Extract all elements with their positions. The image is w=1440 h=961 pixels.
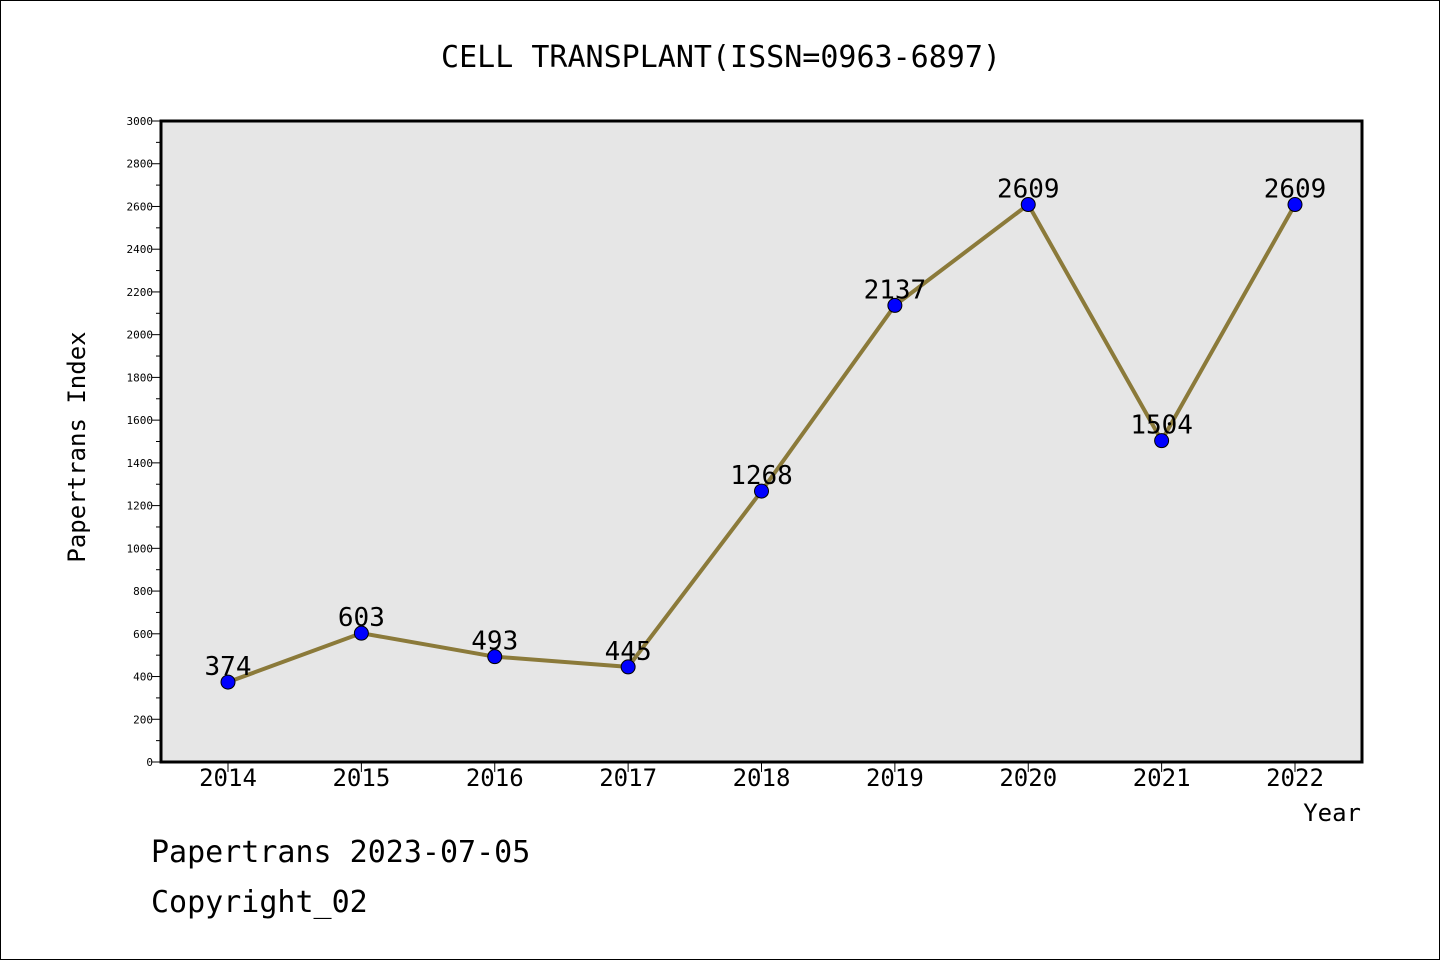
data-point	[1287, 197, 1303, 213]
y-axis-label: Papertrans Index	[63, 331, 91, 562]
data-point	[887, 297, 903, 313]
data-label: 2609	[1264, 175, 1327, 205]
data-point	[487, 649, 503, 665]
x-axis-label: Year	[1303, 799, 1361, 827]
data-label: 1268	[730, 461, 793, 491]
x-tick-label: 2014	[199, 764, 257, 792]
plot-area	[159, 119, 1364, 764]
x-tick-label: 2022	[1266, 764, 1324, 792]
data-label: 2137	[864, 275, 927, 305]
x-tick-label: 2016	[466, 764, 524, 792]
y-tick-label: 1200	[127, 500, 154, 513]
y-tick-label: 3000	[127, 115, 154, 128]
data-label: 445	[605, 637, 652, 667]
y-tick-label: 400	[133, 671, 153, 684]
x-tick-label: 2021	[1133, 764, 1191, 792]
y-tick-label: 1000	[127, 542, 154, 555]
y-tick-label: 2200	[127, 286, 154, 299]
y-tick-label: 2000	[127, 329, 154, 342]
data-label: 374	[205, 652, 252, 682]
x-tick-label: 2015	[332, 764, 390, 792]
data-label: 493	[471, 627, 518, 657]
y-tick-label: 1800	[127, 371, 154, 384]
data-label: 603	[338, 603, 385, 633]
x-tick-label: 2017	[599, 764, 657, 792]
data-point	[353, 625, 369, 641]
y-tick-label: 800	[133, 585, 153, 598]
y-tick-label: 200	[133, 713, 153, 726]
data-label: 1504	[1130, 411, 1193, 441]
y-axis: 0 200 400 600 800 1000 1200 1400 1600 1800 2000 220…	[127, 115, 161, 769]
y-tick-label: 2600	[127, 200, 154, 213]
y-tick-label: 1400	[127, 457, 154, 470]
x-tick-label: 2019	[866, 764, 924, 792]
data-point	[754, 483, 769, 499]
y-tick-label: 2400	[127, 243, 154, 256]
data-labels: 374 603 493 445 1268 2137 2609 1504 2609	[205, 175, 1327, 683]
footer-date: Papertrans 2023-07-05	[151, 835, 531, 870]
chart-title: CELL TRANSPLANT(ISSN=0963-6897)	[441, 40, 1001, 75]
data-point	[1154, 433, 1170, 449]
data-point	[620, 659, 636, 675]
x-tick-label: 2018	[733, 764, 791, 792]
data-label: 2609	[997, 175, 1060, 205]
y-tick-label: 0	[146, 756, 153, 769]
y-tick-label: 2800	[127, 158, 154, 171]
y-tick-label: 1600	[127, 414, 154, 427]
data-point	[1020, 197, 1036, 213]
data-point	[220, 674, 236, 690]
footer-copyright: Copyright_02	[151, 885, 368, 920]
data-points	[220, 197, 1303, 690]
x-tick-label: 2020	[999, 764, 1057, 792]
y-tick-label: 600	[133, 628, 153, 641]
x-axis: 2014 2015 2016 2017 2018 2019 2020 2021 2022	[199, 762, 1324, 792]
